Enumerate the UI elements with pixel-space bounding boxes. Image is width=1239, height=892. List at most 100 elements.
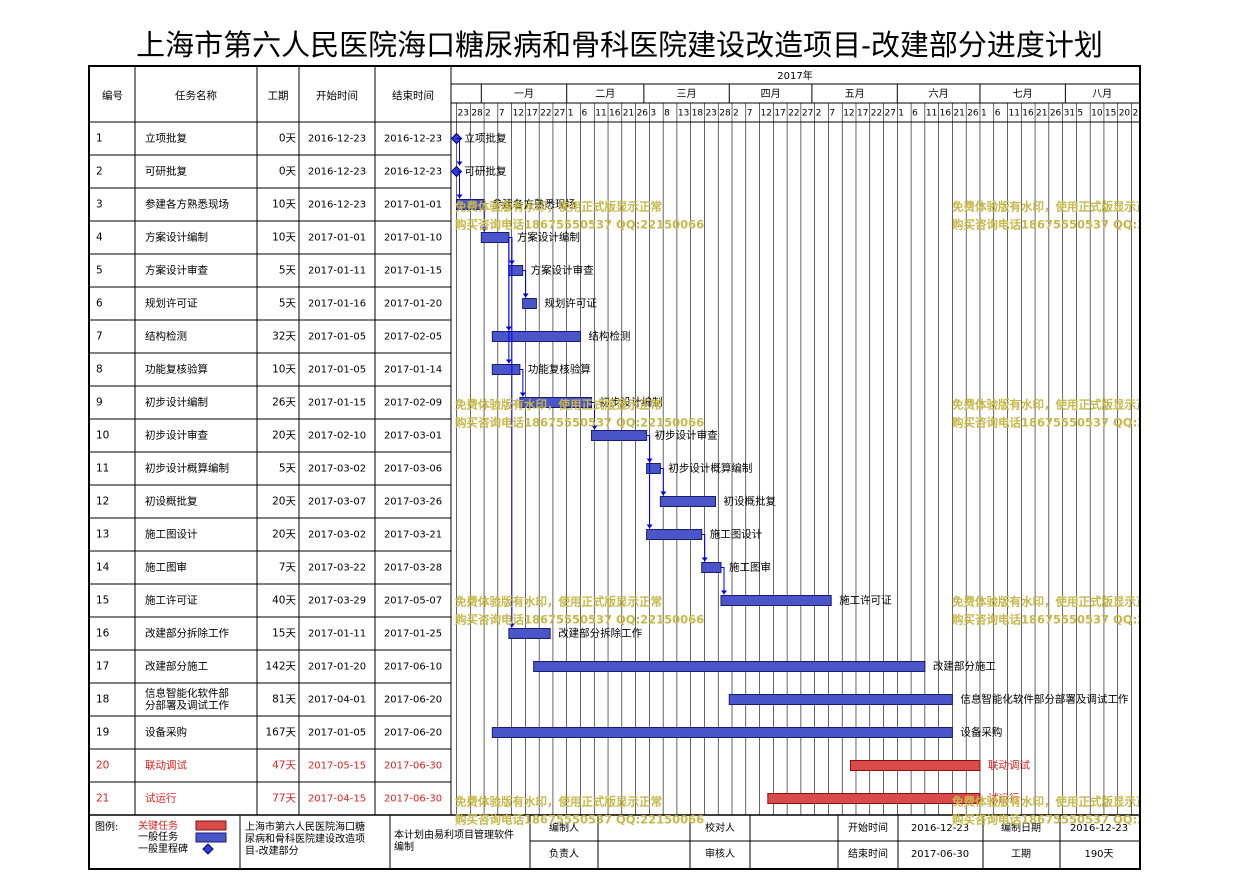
footer-note: 编制 (394, 840, 414, 853)
footer-note: 本计划由易利项目管理软件 (394, 828, 514, 841)
task-duration: 0天 (279, 166, 297, 178)
task-duration: 20天 (272, 496, 296, 508)
task-duration: 26天 (272, 397, 296, 409)
footer-date-value: 2016-12-23 (1070, 823, 1128, 834)
task-duration: 20天 (272, 430, 296, 442)
legend-item-milestone: 一般里程碑 (138, 842, 188, 855)
day-tick-label: 25 (1132, 109, 1139, 119)
watermark-text: 购买咨询电话18675550537 QQ:22150066 (455, 416, 704, 430)
page-title: 上海市第六人民医院海口糖尿病和骨科医院建设改造项目-改建部分进度计划 (136, 28, 1103, 62)
day-tick-label: 26 (967, 109, 979, 119)
bar-label: 施工图审 (729, 561, 771, 574)
task-end-date: 2017-05-07 (384, 596, 442, 607)
task-name: 改建部分施工 (145, 660, 208, 673)
task-start-date: 2017-01-05 (308, 332, 366, 343)
task-name: 施工许可证 (145, 594, 198, 607)
task-name: 规划许可证 (145, 297, 198, 310)
task-id: 15 (96, 595, 109, 607)
task-id: 1 (96, 133, 103, 145)
watermark-text: 购买咨询电话18675550537 QQ:22150066 (952, 218, 1139, 232)
task-id: 19 (96, 727, 109, 739)
task-start-date: 2017-01-11 (308, 629, 366, 640)
task-end-date: 2017-06-20 (384, 728, 442, 739)
day-tick-label: 20 (1119, 109, 1131, 119)
column-header: 编号 (102, 89, 123, 102)
month-label: 四月 (761, 88, 781, 100)
footer-start-label: 开始时间 (848, 821, 888, 834)
task-duration: 40天 (272, 595, 296, 607)
task-start-date: 2017-04-15 (308, 794, 366, 805)
watermark-text: 免费体验版有水印，使用正式版显示正常 (455, 595, 662, 609)
bar-label: 初步设计概算编制 (668, 462, 752, 475)
task-end-date: 2017-06-20 (384, 695, 442, 706)
task-start-date: 2017-05-15 (308, 761, 366, 772)
day-tick-label: 28 (719, 109, 731, 119)
day-tick-label: 26 (1050, 109, 1062, 119)
day-tick-label: 18 (692, 109, 704, 119)
task-duration: 77天 (272, 793, 296, 805)
task-name: 设备采购 (145, 726, 187, 739)
task-id: 6 (96, 298, 103, 310)
dependency-arrow (456, 161, 463, 166)
day-tick-label: 12 (843, 109, 854, 119)
task-bar (659, 496, 716, 507)
day-tick-label: 7 (747, 109, 753, 119)
watermark-text: 购买咨询电话18675550537 QQ:22150066 (952, 613, 1139, 627)
task-name: 改建部分拆除工作 (145, 627, 229, 640)
task-end-date: 2017-01-01 (384, 200, 442, 211)
watermark-text: 购买咨询电话18675550537 QQ:22150066 (455, 813, 704, 827)
task-start-date: 2017-01-11 (308, 266, 366, 277)
gantt-chart-frame: 编号 任务名称 工期 开始时间 结束时间 2017年 一月 二月 三月 四月 五月 六月 七月 八月 23 2… (88, 65, 1141, 870)
watermark-text: 免费体验版有水印，使用正式版显示正常 (455, 795, 662, 809)
task-duration: 47天 (272, 760, 296, 772)
legend-critical-swatch (195, 820, 227, 831)
legend-item-critical: 关键任务 (138, 819, 178, 832)
day-tick-label: 31 (1064, 109, 1075, 119)
task-duration: 7天 (279, 562, 297, 574)
bar-label: 设备采购 (960, 726, 1002, 739)
watermark-text: 免费体验版有水印，使用正式版显示正常 (455, 200, 662, 214)
task-end-date: 2017-03-01 (384, 431, 442, 442)
task-name: 初步设计审查 (145, 429, 208, 442)
task-name: 初步设计编制 (145, 396, 208, 409)
task-end-date: 2017-01-15 (384, 266, 442, 277)
footer-checker-label: 校对人 (705, 821, 735, 834)
task-start-date: 2016-12-23 (308, 134, 366, 145)
day-tick-label: 23 (705, 109, 716, 119)
dependency-link (720, 567, 725, 595)
day-tick-label: 11 (926, 109, 937, 119)
task-id: 14 (96, 562, 110, 574)
task-end-date: 2017-03-28 (384, 563, 442, 574)
task-name: 立项批复 (145, 132, 187, 145)
task-duration: 81天 (272, 694, 296, 706)
task-bar (728, 694, 953, 705)
task-end-date: 2017-06-10 (384, 662, 442, 673)
dependency-link (456, 138, 461, 166)
task-id: 3 (96, 199, 103, 211)
task-duration: 142天 (265, 661, 296, 673)
dependency-arrow (505, 359, 512, 364)
dependency-arrow (519, 392, 526, 397)
task-start-date: 2017-03-22 (308, 563, 366, 574)
day-tick-label: 5 (1077, 109, 1083, 119)
task-start-date: 2017-01-15 (308, 398, 366, 409)
task-start-date: 2017-01-01 (308, 233, 366, 244)
month-label: 五月 (845, 88, 865, 100)
day-tick-label: 22 (871, 109, 882, 119)
task-id: 5 (96, 265, 103, 277)
day-tick-label: 6 (581, 109, 587, 119)
task-id: 17 (96, 661, 109, 673)
task-bar (767, 793, 981, 804)
day-tick-label: 2 (733, 109, 739, 119)
task-end-date: 2017-01-14 (384, 365, 442, 376)
footer-end-label: 结束时间 (848, 847, 888, 860)
month-label: 八月 (1092, 88, 1112, 100)
task-end-date: 2016-12-23 (384, 167, 442, 178)
day-tick-label: 10 (1091, 109, 1103, 119)
footer-end-value: 2017-06-30 (911, 849, 969, 860)
bar-label: 联动调试 (988, 760, 1030, 772)
day-tick-label: 2 (485, 109, 491, 119)
task-id: 2 (96, 166, 103, 178)
task-duration: 10天 (272, 232, 296, 244)
task-duration: 5天 (279, 298, 297, 310)
